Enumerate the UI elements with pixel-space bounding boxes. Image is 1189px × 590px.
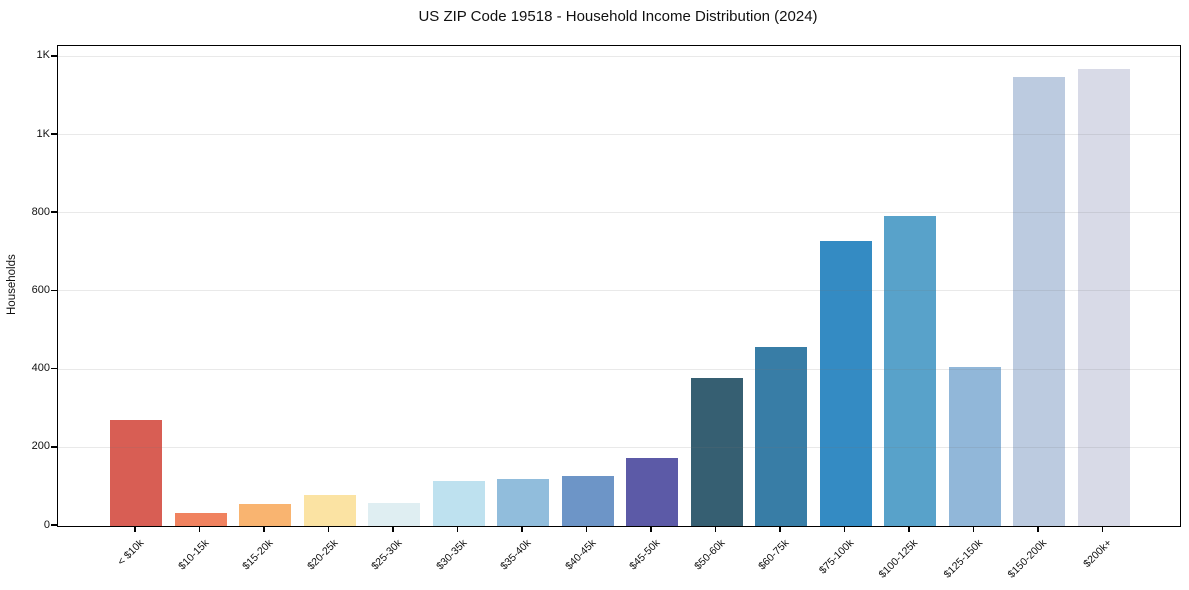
x-tick-mark [972,526,975,532]
x-tick-mark [585,526,588,532]
plot-area [57,45,1181,527]
x-tick-label: $125-150k [941,537,985,581]
bar-$150-200k [1013,77,1065,526]
bar-$50-60k [690,377,743,526]
x-tick-mark [650,526,652,532]
y-tick-label: 1K [36,127,50,140]
y-tick-label: 1K [36,49,50,62]
x-tick-label: $25-30k [369,537,405,573]
x-tick-label: $30-35k [433,537,469,573]
x-tick-mark [843,526,846,532]
y-tick-mark [50,289,57,292]
x-tick-label: $20-25k [304,537,340,573]
x-tick-label: $75-100k [816,537,856,577]
y-tick-label: 800 [31,205,50,218]
x-tick-mark [521,526,523,532]
bar-$200k+ [1077,68,1130,526]
bar-$75-100k [819,240,872,526]
x-tick-mark [908,526,910,532]
bar-$25-30k [368,502,420,526]
x-tick-mark [392,526,394,532]
bar-$10-15k [174,513,227,526]
x-tick-label: $35-40k [498,537,534,573]
bar-$45-50k [626,458,678,526]
x-tick-label: $100-125k [876,537,921,581]
bar-$125-150k [948,366,1001,526]
bar-$20-25k [303,495,356,526]
x-tick-mark [134,526,136,532]
bar-$40-45k [561,476,614,526]
x-tick-label: $45-50k [627,537,663,573]
x-tick-mark [327,526,330,532]
x-tick-mark [263,526,265,532]
x-tick-label: $40-45k [562,537,598,573]
bar-$30-35k [432,481,485,526]
bar-$100-125k [884,215,936,526]
bar-< $10k [110,420,162,526]
x-tick-mark [456,526,459,532]
x-tick-label: $50-60k [691,537,727,573]
x-tick-mark [779,526,781,532]
x-tick-mark [1037,526,1039,532]
y-tick-label: 0 [43,518,50,531]
x-tick-mark [198,526,201,532]
y-tick-mark [50,367,57,370]
x-axis-tick-labels: < $10k $10-15k $15-20k $20-25k $25-30k $30-35… [57,537,1179,587]
y-tick-label: 200 [31,440,50,453]
y-axis-tick-labels: 0 200 400 600 800 1K 1K [0,45,50,530]
x-tick-label: < $10k [115,537,147,568]
y-tick-mark [50,211,57,214]
x-tick-label: $200k+ [1080,537,1114,571]
y-tick-mark [50,524,57,526]
y-tick-mark [50,55,57,57]
bars-layer [58,46,1180,526]
x-tick-mark [714,526,717,532]
y-tick-mark [50,133,57,135]
bar-$60-75k [755,347,807,526]
x-tick-mark [1101,526,1104,532]
x-tick-label: $10-15k [175,537,211,573]
chart-title: US ZIP Code 19518 - Household Income Dis… [418,8,818,25]
y-tick-label: 600 [31,283,50,296]
bar-$15-20k [239,503,291,526]
y-tick-mark [50,446,57,448]
x-tick-label: $60-75k [756,537,792,573]
bar-$35-40k [497,478,549,526]
x-tick-label: $150-200k [1005,537,1050,581]
y-tick-label: 400 [31,362,50,375]
x-tick-label: $15-20k [240,537,276,573]
